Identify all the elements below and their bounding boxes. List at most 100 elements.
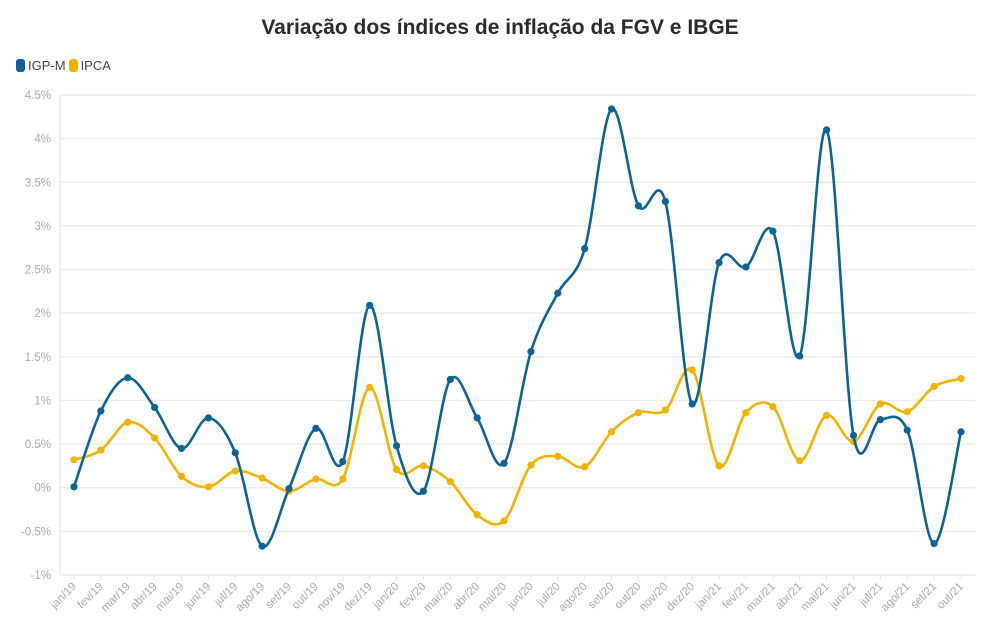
x-tick-label: jan/21 xyxy=(693,581,724,612)
data-point-igp-m xyxy=(715,258,723,267)
data-point-igp-m xyxy=(634,202,643,210)
data-point-ipca xyxy=(607,428,616,436)
x-tick-label: ago/19 xyxy=(234,581,267,614)
x-tick-label: mai/19 xyxy=(154,581,187,614)
data-point-ipca xyxy=(500,517,508,525)
y-tick-label: -1% xyxy=(31,570,51,582)
y-tick-label: 1% xyxy=(34,395,51,407)
data-point-igp-m xyxy=(742,263,750,271)
data-point-igp-m xyxy=(769,227,777,235)
data-point-ipca xyxy=(312,475,320,483)
y-tick-label: 4.5% xyxy=(25,90,51,102)
data-point-igp-m xyxy=(930,539,938,548)
data-point-igp-m xyxy=(796,352,804,360)
data-point-igp-m xyxy=(285,485,293,493)
x-tick-label: dez/19 xyxy=(342,581,375,614)
data-point-igp-m xyxy=(957,428,965,436)
x-tick-label: mai/20 xyxy=(476,581,509,614)
x-tick-label: mar/21 xyxy=(744,581,778,615)
data-point-ipca xyxy=(97,446,105,454)
data-point-ipca xyxy=(473,511,481,519)
data-point-igp-m xyxy=(70,483,78,491)
data-point-igp-m xyxy=(823,126,831,134)
x-tick-label: ago/21 xyxy=(879,581,912,614)
data-point-ipca xyxy=(769,402,777,411)
data-point-igp-m xyxy=(876,416,884,424)
data-point-igp-m xyxy=(473,414,481,422)
data-point-igp-m xyxy=(446,375,454,384)
data-point-igp-m xyxy=(97,407,105,415)
data-point-ipca xyxy=(554,452,562,460)
data-point-igp-m xyxy=(500,459,508,467)
legend-swatch-igpm xyxy=(16,59,25,72)
data-point-igp-m xyxy=(688,400,696,408)
y-tick-label: 0% xyxy=(34,483,51,495)
data-point-igp-m xyxy=(258,542,266,550)
data-point-igp-m xyxy=(607,105,616,113)
data-point-ipca xyxy=(903,408,911,416)
data-point-igp-m xyxy=(312,424,320,432)
data-point-igp-m xyxy=(177,444,186,453)
data-point-igp-m xyxy=(554,289,562,297)
data-point-igp-m xyxy=(231,449,239,457)
x-tick-label: dez/20 xyxy=(664,581,697,614)
data-point-ipca xyxy=(661,406,669,414)
y-tick-label: 0.5% xyxy=(25,439,51,451)
x-tick-label: mar/19 xyxy=(99,581,133,615)
data-point-ipca xyxy=(634,409,643,417)
data-point-ipca xyxy=(339,475,347,483)
legend-label-igpm: IGP-M xyxy=(28,58,66,73)
legend-swatch-ipca xyxy=(68,59,78,72)
data-point-ipca xyxy=(581,463,589,471)
data-point-ipca xyxy=(419,462,428,470)
legend: IGP-M IPCA xyxy=(16,58,114,73)
x-tick-label: out/21 xyxy=(935,581,966,612)
legend-item-igpm[interactable]: IGP-M xyxy=(16,58,66,73)
series-line-ipca xyxy=(73,367,962,526)
x-tick-label: mar/20 xyxy=(422,581,456,615)
data-point-ipca xyxy=(204,483,212,491)
data-point-ipca xyxy=(231,467,239,475)
data-point-ipca xyxy=(742,409,750,417)
data-point-ipca xyxy=(796,457,804,465)
y-tick-label: 2% xyxy=(34,308,51,320)
x-tick-label: jun/19 xyxy=(182,581,213,612)
x-tick-label: jan/20 xyxy=(370,581,401,612)
x-tick-label: nov/20 xyxy=(638,581,671,614)
data-point-ipca xyxy=(688,366,696,374)
y-tick-label: 3.5% xyxy=(25,177,51,189)
series-igp-m xyxy=(70,105,965,550)
y-tick-label: 1.5% xyxy=(25,352,51,364)
x-tick-label: set/19 xyxy=(264,581,295,612)
data-point-igp-m xyxy=(419,487,428,495)
data-point-igp-m xyxy=(661,197,669,206)
data-point-igp-m xyxy=(339,457,347,466)
data-point-ipca xyxy=(957,375,965,383)
legend-label-ipca: IPCA xyxy=(80,58,111,73)
data-point-ipca xyxy=(930,382,938,391)
data-point-igp-m xyxy=(204,414,212,422)
data-point-ipca xyxy=(70,456,78,464)
x-tick-label: set/21 xyxy=(909,581,940,612)
data-point-ipca xyxy=(151,434,159,442)
data-point-igp-m xyxy=(849,431,858,439)
x-tick-label: mai/21 xyxy=(799,581,832,614)
y-tick-label: 4% xyxy=(34,134,51,146)
data-point-igp-m xyxy=(581,245,589,253)
x-tick-label: jan/19 xyxy=(48,581,79,612)
data-point-ipca xyxy=(823,411,831,419)
data-point-ipca xyxy=(258,474,266,482)
y-tick-label: -0.5% xyxy=(21,526,51,538)
legend-item-ipca[interactable]: IPCA xyxy=(68,58,111,73)
x-tick-label: jun/20 xyxy=(505,581,536,612)
data-point-ipca xyxy=(715,462,723,470)
x-tick-label: nov/19 xyxy=(315,581,348,614)
x-tick-label: set/20 xyxy=(586,581,617,612)
x-tick-label: jun/21 xyxy=(827,581,858,612)
y-tick-label: 3% xyxy=(34,221,51,233)
series-line-igp-m xyxy=(72,107,963,548)
series-ipca xyxy=(70,366,965,526)
chart-title: Variação dos índices de inflação da FGV … xyxy=(261,16,739,39)
data-point-igp-m xyxy=(124,374,132,382)
